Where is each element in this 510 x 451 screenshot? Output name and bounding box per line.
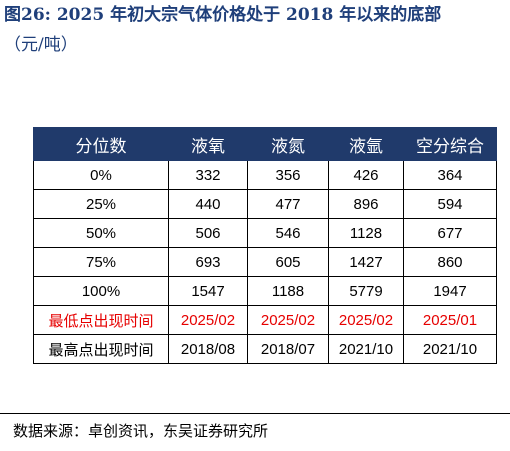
table-row: 100% 1547 1188 5779 1947 <box>33 276 497 306</box>
table-cell: 2025/01 <box>403 305 497 335</box>
table-cell: 605 <box>247 247 329 277</box>
header-liquid-argon: 液氩 <box>328 127 404 161</box>
table-cell: 50% <box>33 218 169 248</box>
table-row: 0% 332 356 426 364 <box>33 160 497 190</box>
table-row: 50% 506 546 1128 677 <box>33 218 497 248</box>
table-cell: 426 <box>328 160 404 190</box>
table-cell: 1128 <box>328 218 404 248</box>
table-cell: 2021/10 <box>403 334 497 364</box>
table-row-highest-date: 最高点出现时间 2018/08 2018/07 2021/10 2021/10 <box>33 334 497 364</box>
table-cell: 1427 <box>328 247 404 277</box>
header-air-separation-composite: 空分综合 <box>403 127 497 161</box>
table-cell: 最低点出现时间 <box>33 305 169 335</box>
table-cell: 2025/02 <box>328 305 404 335</box>
table-cell: 0% <box>33 160 169 190</box>
table-row: 75% 693 605 1427 860 <box>33 247 497 277</box>
table-cell: 506 <box>168 218 248 248</box>
table-cell: 最高点出现时间 <box>33 334 169 364</box>
table-cell: 546 <box>247 218 329 248</box>
table-cell: 100% <box>33 276 169 306</box>
header-liquid-nitrogen: 液氮 <box>247 127 329 161</box>
table-header-row: 分位数 液氧 液氮 液氩 空分综合 <box>33 127 497 161</box>
table-cell: 2018/08 <box>168 334 248 364</box>
table-cell: 2025/02 <box>168 305 248 335</box>
price-percentile-table: 分位数 液氧 液氮 液氩 空分综合 0% 332 356 426 364 25%… <box>33 127 497 364</box>
table-cell: 25% <box>33 189 169 219</box>
table-cell: 1947 <box>403 276 497 306</box>
table-cell: 2025/02 <box>247 305 329 335</box>
figure-title-block: 图26: 2025 年初大宗气体价格处于 2018 年以来的底部 （元/吨） <box>4 0 508 60</box>
source-divider <box>0 413 510 414</box>
header-liquid-oxygen: 液氧 <box>168 127 248 161</box>
table-cell: 356 <box>247 160 329 190</box>
table-cell: 594 <box>403 189 497 219</box>
table-cell: 896 <box>328 189 404 219</box>
table-cell: 364 <box>403 160 497 190</box>
table-cell: 1188 <box>247 276 329 306</box>
table-cell: 693 <box>168 247 248 277</box>
table-cell: 2018/07 <box>247 334 329 364</box>
table-cell: 332 <box>168 160 248 190</box>
table-row: 25% 440 477 896 594 <box>33 189 497 219</box>
table-row-lowest-date: 最低点出现时间 2025/02 2025/02 2025/02 2025/01 <box>33 305 497 335</box>
figure-title: 图26: 2025 年初大宗气体价格处于 2018 年以来的底部 <box>4 5 442 25</box>
figure-unit: （元/吨） <box>4 35 78 55</box>
table-cell: 75% <box>33 247 169 277</box>
source-note: 数据来源：卓创资讯，东吴证券研究所 <box>13 422 269 440</box>
table-cell: 677 <box>403 218 497 248</box>
table-cell: 1547 <box>168 276 248 306</box>
header-percentile: 分位数 <box>33 127 169 161</box>
table-cell: 5779 <box>328 276 404 306</box>
table-cell: 477 <box>247 189 329 219</box>
table-cell: 2021/10 <box>328 334 404 364</box>
table-cell: 860 <box>403 247 497 277</box>
table-cell: 440 <box>168 189 248 219</box>
